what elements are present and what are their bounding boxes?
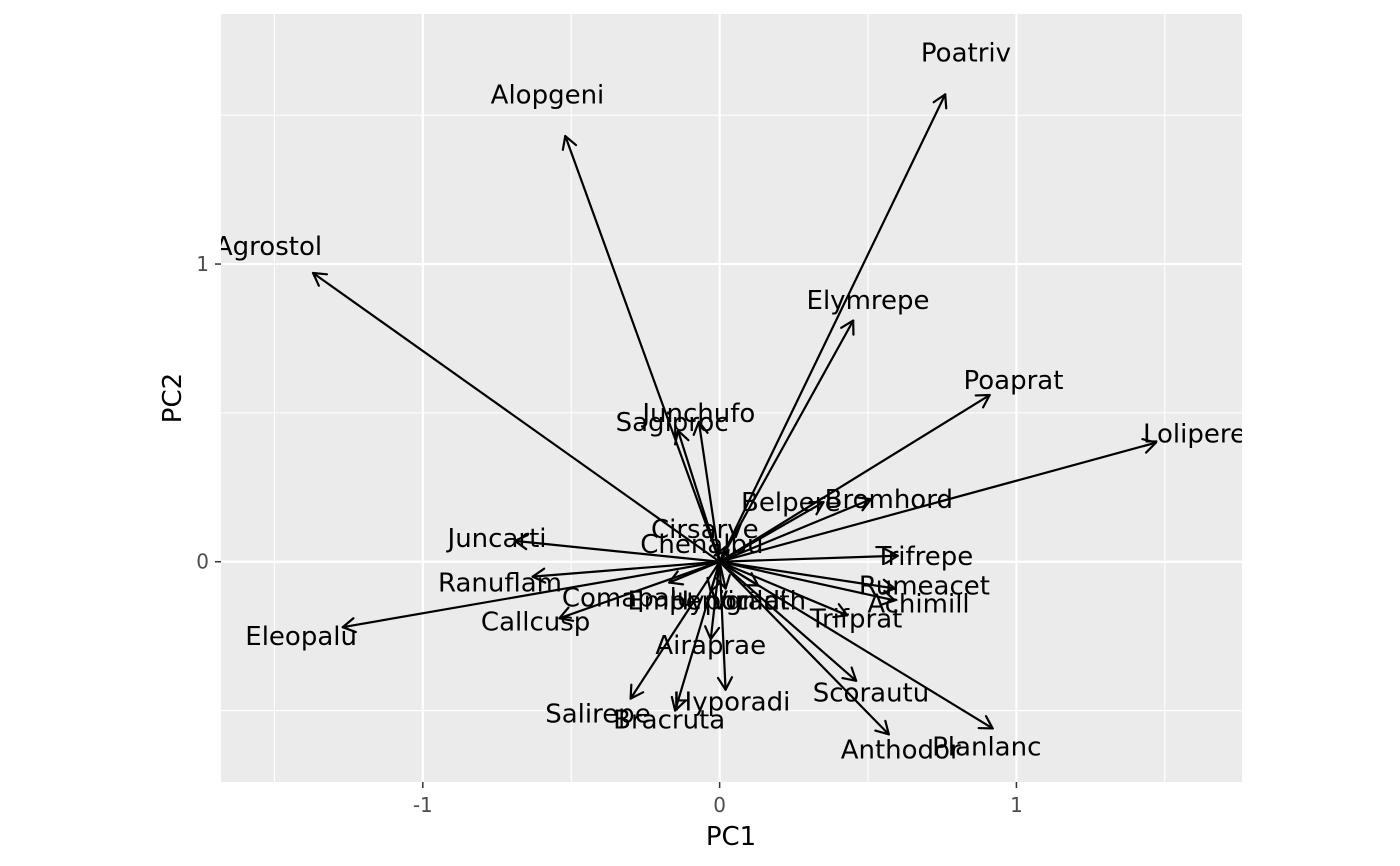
loading-arrow xyxy=(531,560,721,584)
loading-arrow xyxy=(718,319,855,563)
loading-arrow xyxy=(670,560,721,712)
loading-arrow xyxy=(718,437,1158,563)
variable-label: Alopgeni xyxy=(491,80,605,110)
loading-arrow xyxy=(558,560,721,622)
variable-label: Chenalbu xyxy=(640,530,763,560)
loading-arrow xyxy=(718,393,991,563)
variable-label: Rumeacet xyxy=(859,572,990,602)
loading-arrow xyxy=(718,560,896,606)
variable-label: Poaprat xyxy=(964,366,1064,396)
variable-label: Anthodor xyxy=(841,735,961,765)
y-tick-label: 1 xyxy=(196,252,209,276)
loading-arrow xyxy=(718,560,858,682)
variable-label: Eleopalu xyxy=(245,622,357,652)
loading-arrow xyxy=(673,429,721,563)
variable-label: Bromhord xyxy=(825,485,953,515)
major-gridlines xyxy=(221,14,1242,782)
variable-label: Hyporadi xyxy=(670,586,788,616)
y-tick-label: 0 xyxy=(196,550,209,574)
variable-label: Planlanc xyxy=(932,732,1041,762)
loading-arrow xyxy=(704,560,721,641)
loading-arrow xyxy=(513,534,721,563)
loading-arrow xyxy=(718,560,994,730)
variable-label: Junchufo xyxy=(640,399,755,429)
loading-arrow xyxy=(692,420,721,563)
variable-label: Agrostol xyxy=(215,232,322,262)
x-tick-label: -1 xyxy=(413,793,433,817)
loading-arrow xyxy=(718,93,948,563)
variable-label: Callcusp xyxy=(481,607,590,637)
y-axis-title: PC2 xyxy=(158,373,188,423)
loading-arrow xyxy=(311,271,721,563)
loading-arrow xyxy=(714,548,730,565)
loading-arrow xyxy=(341,560,721,634)
variable-label: Salirepe xyxy=(545,700,651,730)
loading-arrow xyxy=(718,548,899,565)
variable-label: Bracruta xyxy=(613,705,725,735)
loading-arrow xyxy=(718,501,825,563)
variable-label: Cirsarve xyxy=(651,515,759,545)
variable-label: Trifrepe xyxy=(875,542,974,572)
loading-arrow xyxy=(629,560,721,700)
loading-arrow xyxy=(718,560,890,736)
plot-panel xyxy=(221,14,1242,782)
x-tick-label: 0 xyxy=(713,793,726,817)
variable-label: Hyporadi xyxy=(673,688,791,718)
variable-label: Ranuflam xyxy=(438,569,562,599)
loading-arrow xyxy=(716,560,734,691)
variable-labels: Poatriv Alopgeni Agrostol Elymrepe Poaprat Lo… xyxy=(215,39,1246,766)
x-axis-title: PC1 xyxy=(706,822,756,852)
variable-label: Airaprae xyxy=(655,631,766,661)
loading-arrow xyxy=(561,134,721,563)
variable-label: Comapalu xyxy=(562,583,693,613)
variable-label: Vicilath xyxy=(710,586,806,616)
variable-label: Scorautu xyxy=(813,679,929,709)
variable-label: Elymrepe xyxy=(807,286,930,316)
y-axis: 01 xyxy=(196,252,221,574)
loading-arrow xyxy=(718,496,873,563)
loading-arrow xyxy=(718,560,849,619)
variable-label: Empenigr xyxy=(627,586,752,616)
loading-arrows xyxy=(311,93,1158,736)
loading-arrow xyxy=(668,560,721,586)
variable-label: Sagiproc xyxy=(616,408,729,438)
variable-label: Trifprat xyxy=(809,604,902,634)
x-tick-label: 1 xyxy=(1010,793,1023,817)
variable-label: Poatriv xyxy=(921,39,1011,69)
variable-label: Belpere xyxy=(741,488,841,518)
variable-label: Achimill xyxy=(867,589,969,619)
variable-label: Juncarti xyxy=(446,524,547,554)
x-axis: -1 0 1 xyxy=(413,782,1023,817)
variable-label: Lolipere xyxy=(1143,420,1246,450)
